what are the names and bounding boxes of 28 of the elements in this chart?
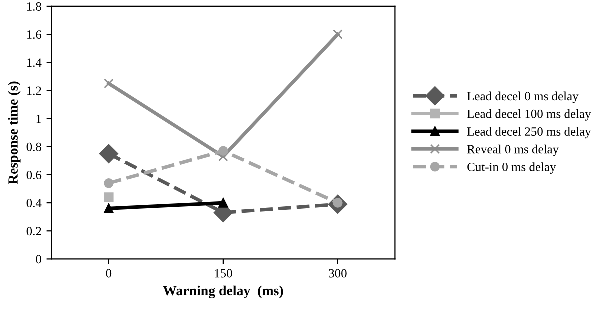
point [218,198,228,208]
y-tick-label: 0.6 [26,170,42,180]
y-tick-label: 1.4 [27,58,42,68]
y-axis-title: Response time (s) [8,82,21,184]
x-tick-label: 300 [329,269,347,278]
x-tick-label: 150 [215,269,232,278]
point [104,204,114,214]
legend-label: Lead decel 250 ms delay [467,127,592,139]
point [99,144,118,164]
legend-label: Lead decel 100 ms delay [467,109,592,121]
y-tick-label: 0.4 [26,199,42,208]
legend-label: Cut-in 0 ms delay [468,162,556,174]
x-tick-label: 0 [106,269,112,278]
legend-label: Reveal 0 ms delay [467,144,560,156]
point [104,178,114,188]
y-tick-label: 1.6 [27,30,42,40]
y-tick-label: 0.8 [26,142,42,152]
point [333,30,343,40]
point [104,192,114,202]
x-axis-title: Warning delay (ms) [163,286,284,299]
y-tick-label: 0.2 [26,227,42,236]
y-tick-label: 0 [36,255,42,264]
legend-label: Lead decel 0 ms delay [467,92,579,104]
y-tick-label: 1.8 [27,2,42,11]
y-tick-label: 1.2 [27,86,42,96]
point [218,146,228,156]
point [104,78,114,89]
y-tick-label: 1 [36,114,42,124]
